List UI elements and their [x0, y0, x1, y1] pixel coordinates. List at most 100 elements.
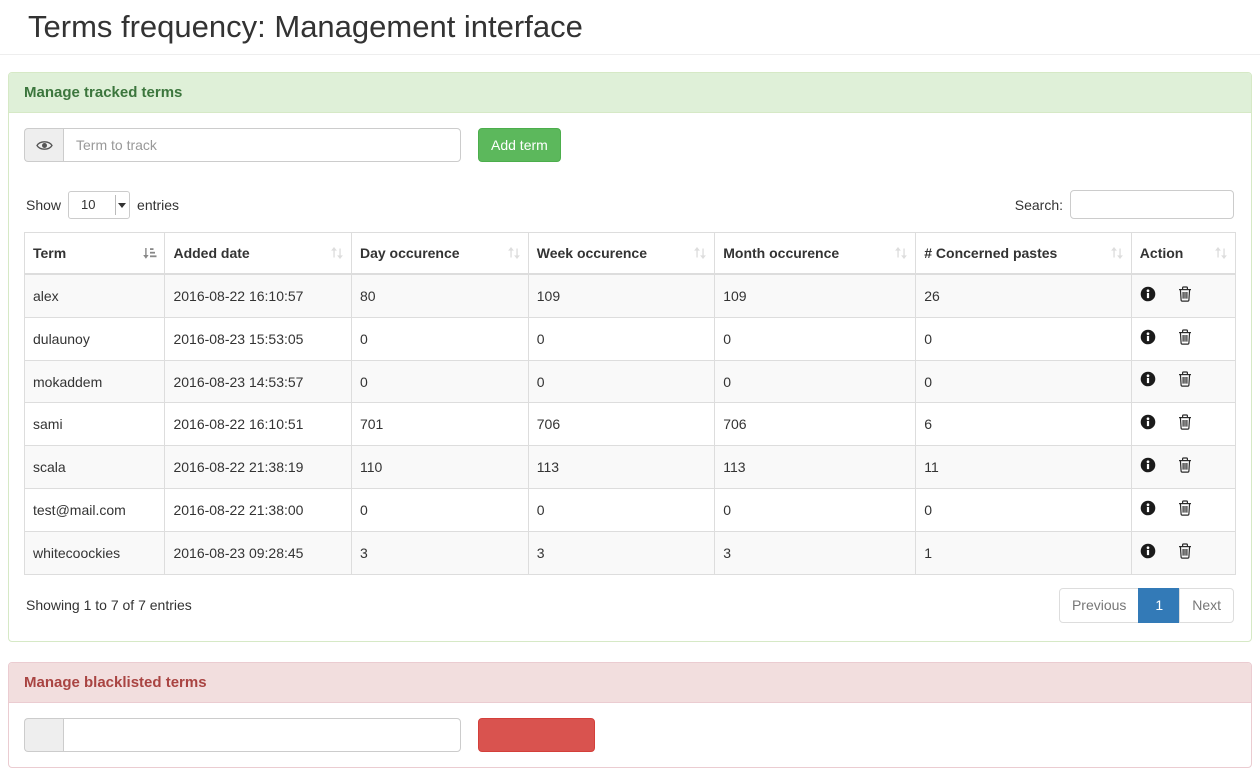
day-occurence-cell: 80	[350, 273, 529, 318]
pagination-next[interactable]: Next	[1179, 587, 1234, 624]
input-addon	[24, 718, 63, 753]
eye-icon	[24, 128, 63, 163]
table-row: dulaunoy 2016-08-23 15:53:05 0 0 0 0	[23, 316, 1237, 361]
concerned-pastes-cell: 26	[915, 273, 1132, 318]
trash-icon[interactable]	[1178, 457, 1192, 478]
blacklist-term-button[interactable]	[478, 718, 595, 753]
trash-icon[interactable]	[1178, 329, 1192, 350]
table-footer: Showing 1 to 7 of 7 entries Previous 1 N…	[26, 587, 1234, 624]
action-cell	[1130, 402, 1237, 447]
week-occurence-cell: 0	[527, 316, 716, 361]
info-circle-icon[interactable]	[1140, 286, 1156, 307]
term-cell: test@mail.com	[23, 488, 166, 532]
concerned-pastes-cell: 0	[915, 316, 1132, 361]
table-controls: Show 10 entries Search:	[26, 190, 1234, 220]
sort-both-icon	[1214, 246, 1228, 260]
tracked-table-body: alex 2016-08-22 16:10:57 80 109 109 26 dulaun…	[23, 273, 1237, 575]
sort-both-icon	[693, 246, 707, 260]
table-info: Showing 1 to 7 of 7 entries	[26, 597, 192, 614]
page-length-select-wrap: 10	[68, 190, 131, 219]
term-to-track-input[interactable]	[63, 128, 461, 163]
entries-label: entries	[137, 196, 180, 213]
table-row: test@mail.com 2016-08-22 21:38:00 0 0 0 0	[23, 488, 1237, 532]
add-term-button[interactable]: Add term	[478, 128, 561, 163]
month-occurence-cell: 0	[714, 316, 917, 361]
table-row: alex 2016-08-22 16:10:57 80 109 109 26	[23, 273, 1237, 318]
day-occurence-cell: 0	[350, 316, 529, 361]
week-occurence-cell: 0	[527, 488, 716, 532]
concerned-pastes-cell: 11	[915, 445, 1132, 490]
day-occurence-cell: 110	[350, 445, 529, 490]
week-occurence-cell: 0	[527, 359, 716, 404]
pagination: Previous 1 Next	[1058, 587, 1234, 624]
added-date-cell: 2016-08-23 14:53:57	[164, 359, 352, 404]
trash-icon[interactable]	[1178, 414, 1192, 435]
added-date-cell: 2016-08-23 09:28:45	[164, 530, 352, 575]
blacklist-term-input[interactable]	[63, 718, 461, 753]
trash-icon[interactable]	[1178, 500, 1192, 521]
info-circle-icon[interactable]	[1140, 457, 1156, 478]
term-cell: mokaddem	[23, 359, 166, 404]
info-circle-icon[interactable]	[1140, 543, 1156, 564]
info-circle-icon[interactable]	[1140, 329, 1156, 350]
blacklist-panel-body	[9, 703, 1251, 767]
blacklist-add-row	[24, 718, 1236, 753]
table-header-row: Term	[23, 232, 1237, 276]
action-cell	[1130, 316, 1237, 361]
column-header-month-occurence[interactable]: Month occurence	[714, 232, 917, 276]
column-header-term[interactable]: Term	[23, 232, 166, 276]
add-term-row: Add term	[24, 128, 1236, 163]
sort-both-icon	[1110, 246, 1124, 260]
added-date-cell: 2016-08-22 21:38:19	[164, 445, 352, 490]
info-circle-icon[interactable]	[1140, 500, 1156, 521]
concerned-pastes-cell: 0	[915, 488, 1132, 532]
sort-both-icon	[507, 246, 521, 260]
week-occurence-cell: 706	[527, 402, 716, 447]
month-occurence-cell: 0	[714, 488, 917, 532]
tracked-panel-body: Add term Show 10 entries Search:	[9, 113, 1251, 641]
tracked-terms-table: Term	[23, 232, 1237, 575]
day-occurence-cell: 3	[350, 530, 529, 575]
trash-icon[interactable]	[1178, 286, 1192, 307]
info-circle-icon[interactable]	[1140, 414, 1156, 435]
added-date-cell: 2016-08-22 16:10:51	[164, 402, 352, 447]
info-circle-icon[interactable]	[1140, 371, 1156, 392]
week-occurence-cell: 109	[527, 273, 716, 318]
term-cell: alex	[23, 273, 166, 318]
show-label: Show	[26, 196, 62, 213]
concerned-pastes-cell: 0	[915, 359, 1132, 404]
column-header-added-date[interactable]: Added date	[164, 232, 352, 276]
added-date-cell: 2016-08-22 16:10:57	[164, 273, 352, 318]
pagination-page-1[interactable]: 1	[1138, 587, 1181, 624]
trash-icon[interactable]	[1178, 543, 1192, 564]
tracked-terms-panel: Manage tracked terms Add term Show 10	[8, 72, 1252, 643]
day-occurence-cell: 0	[350, 359, 529, 404]
trash-icon[interactable]	[1178, 371, 1192, 392]
term-cell: dulaunoy	[23, 316, 166, 361]
pagination-previous[interactable]: Previous	[1058, 587, 1140, 624]
page-length-select[interactable]: 10	[68, 190, 131, 219]
term-cell: scala	[23, 445, 166, 490]
column-header-action[interactable]: Action	[1130, 232, 1237, 276]
action-cell	[1130, 359, 1237, 404]
table-row: mokaddem 2016-08-23 14:53:57 0 0 0 0	[23, 359, 1237, 404]
action-cell	[1130, 488, 1237, 532]
column-header-day-occurence[interactable]: Day occurence	[350, 232, 529, 276]
column-header-concerned-pastes[interactable]: # Concerned pastes	[915, 232, 1132, 276]
blacklist-panel-heading: Manage blacklisted terms	[9, 663, 1251, 704]
month-occurence-cell: 0	[714, 359, 917, 404]
tracked-panel-heading: Manage tracked terms	[9, 73, 1251, 114]
column-header-week-occurence[interactable]: Week occurence	[527, 232, 716, 276]
week-occurence-cell: 3	[527, 530, 716, 575]
table-search-input[interactable]	[1070, 190, 1234, 220]
action-cell	[1130, 273, 1237, 318]
term-input-group	[24, 128, 461, 163]
month-occurence-cell: 706	[714, 402, 917, 447]
concerned-pastes-cell: 6	[915, 402, 1132, 447]
table-row: scala 2016-08-22 21:38:19 110 113 113 11	[23, 445, 1237, 490]
blacklist-input-group	[24, 718, 461, 753]
action-cell	[1130, 445, 1237, 490]
sort-both-icon	[894, 246, 908, 260]
concerned-pastes-cell: 1	[915, 530, 1132, 575]
sort-both-icon	[330, 246, 344, 260]
